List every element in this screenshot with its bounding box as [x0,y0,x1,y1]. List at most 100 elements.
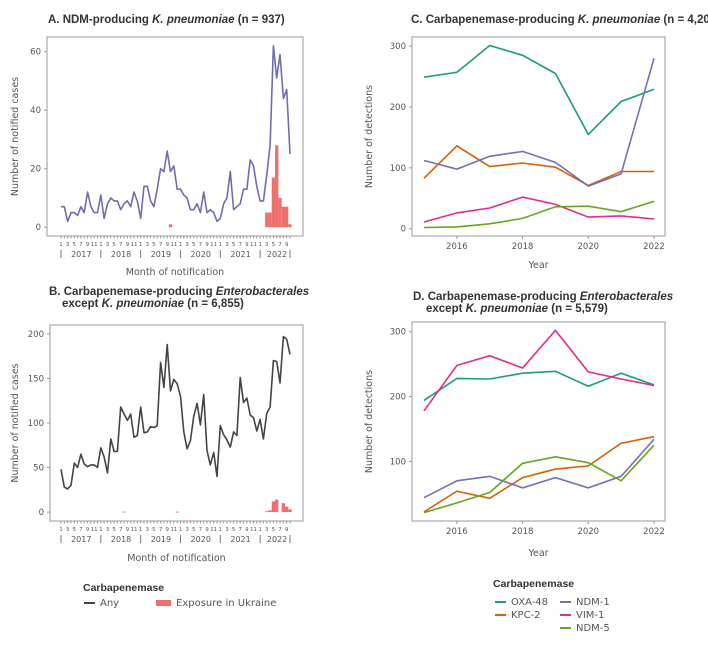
y-tick-label: 100 [28,419,44,429]
ukraine-exposure-bar [268,510,272,513]
year-label: 2020 [191,535,211,544]
month-tick-label: 3 [146,242,150,248]
month-tick-label: 3 [146,527,150,533]
x-axis-label: Month of notification [126,267,224,278]
series-line-oxa-48 [423,370,655,402]
ukraine-exposure-bar [275,145,279,228]
month-tick-label: 11 [91,242,98,248]
y-axis-label: Number of detections [364,370,375,473]
month-tick-label: 11 [170,242,177,248]
ukraine-exposure-bar [288,509,292,513]
legend-label: NDM-5 [576,623,610,634]
year-label: 2018 [111,535,131,544]
legend-label: OXA-48 [511,597,549,608]
month-tick-label: 7 [199,527,203,533]
month-tick-label: 11 [131,527,138,533]
ukraine-exposure-bar [281,503,286,513]
y-tick-label: 0 [39,508,44,518]
month-tick-label: 7 [79,242,83,248]
month-tick-label: 5 [152,242,156,248]
y-axis-label: Number of notified cases [10,363,21,482]
y-tick-label: 300 [390,328,406,338]
y-tick-label: 100 [390,457,406,467]
y-tick-label: 200 [28,330,44,340]
month-tick-label: 11 [91,527,98,533]
y-tick-label: 50 [33,464,44,474]
series-line-ndm-5 [423,444,655,514]
series-line-ndm-5 [423,200,655,229]
panel-c-title: C. Carbapenemase-producing K. pneumoniae… [411,14,708,26]
line-swatch-icon [495,614,506,616]
year-label: 2018 [111,250,131,259]
series-line-kpc-2 [423,435,655,513]
legend-left-title: Carbapenemase [83,582,165,594]
title-part: C. Carbapenemase-producing [411,14,578,26]
ukraine-exposure-bar [122,511,126,513]
y-tick-label: 300 [390,42,406,52]
month-tick-label: 1 [179,242,183,248]
series-line-vim-1 [423,329,655,412]
month-tick-label: 3 [225,527,229,533]
year-label: 2019 [151,535,171,544]
bar-swatch-icon [156,600,171,606]
x-tick-label: 2016 [446,527,468,537]
month-tick-label: 9 [245,242,249,248]
y-tick-label: 0 [401,225,406,235]
title-part: Enterobacterales [579,291,674,303]
month-tick-label: 9 [165,527,169,533]
legend-item-ndm5: NDM-5 [560,623,610,634]
month-tick-label: 5 [73,242,77,248]
y-tick-label: 150 [28,374,44,384]
month-tick-label: 5 [112,527,116,533]
title-part: (n = 4,208) [663,14,708,26]
title-part: Enterobacterales [215,286,310,298]
legend-label: VIM-1 [576,610,605,621]
ukraine-exposure-bar [281,206,286,228]
ukraine-exposure-bar [285,506,289,513]
month-tick-label: 7 [119,527,123,533]
y-tick-label: 200 [390,103,406,113]
y-axis-label: Number of notified cases [10,77,21,196]
legend-right-title: Carbapenemase [493,578,575,590]
month-tick-label: 11 [170,527,177,533]
title-part: D. Carbapenemase-producing [413,291,580,303]
month-tick-label: 3 [225,242,229,248]
legend-item-exposure-ukraine: Exposure in Ukraine [156,598,276,609]
plot-frame [411,36,666,237]
month-tick-label: 5 [73,527,77,533]
ukraine-exposure-bar [288,224,292,228]
legend-label: Any [100,598,120,609]
title-part: A. NDM-producing [48,14,153,26]
legend-item-ndm1: NDM-1 [560,597,610,608]
month-tick-label: 7 [238,242,242,248]
month-tick-label: 7 [199,242,203,248]
y-tick-label: 0 [36,223,41,233]
month-tick-label: 9 [205,527,209,533]
year-label: 2020 [191,250,211,259]
month-tick-label: 9 [86,242,90,248]
month-tick-label: 5 [272,242,276,248]
month-tick-label: 1 [219,527,223,533]
ukraine-exposure-bar [271,177,276,228]
title-part: K. pneumoniae [465,303,549,315]
legend-item-vim1: VIM-1 [560,610,604,621]
month-tick-label: 9 [126,242,130,248]
month-tick-label: 3 [185,242,189,248]
month-tick-label: 9 [165,242,169,248]
month-tick-label: 1 [219,242,223,248]
x-tick-label: 2020 [577,527,599,537]
month-tick-label: 7 [278,527,282,533]
year-label: 2019 [151,250,171,259]
month-tick-label: 5 [232,527,236,533]
legend-item-any: Any [84,598,119,609]
legend-label: Exposure in Ukraine [176,598,277,609]
x-tick-label: 2016 [446,242,468,252]
month-tick-label: 3 [66,527,70,533]
month-tick-label: 1 [99,527,103,533]
month-tick-label: 11 [250,527,257,533]
ukraine-exposure-bar [265,511,269,513]
title-part: (n = 5,579) [548,303,608,315]
x-tick-label: 2018 [512,527,534,537]
year-label: 2022 [267,535,287,544]
title-part: except [426,303,466,315]
